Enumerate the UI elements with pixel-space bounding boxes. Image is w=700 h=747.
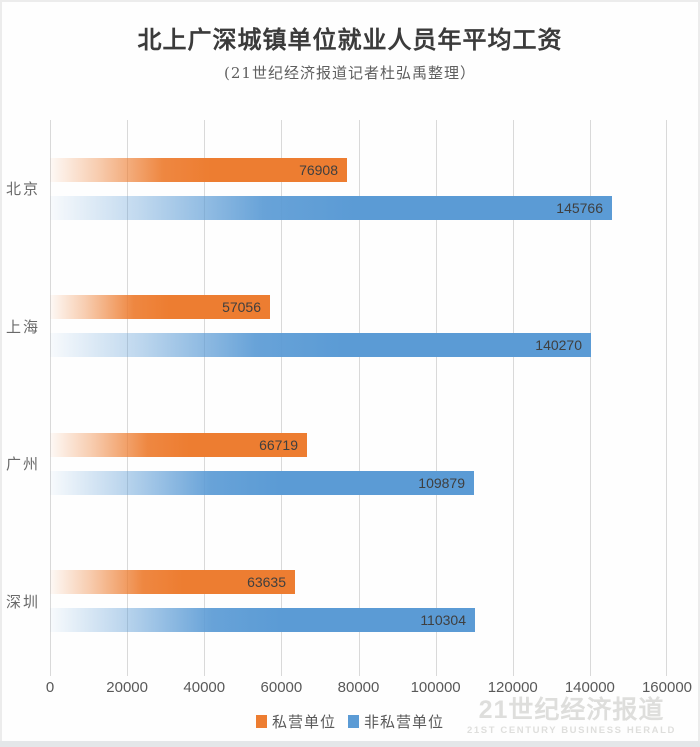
gridline-100000 — [435, 120, 437, 676]
gridline-20000 — [127, 120, 129, 676]
bar-nonprivate-4: 110304 — [50, 608, 475, 633]
bar-nonprivate-1: 145766 — [50, 195, 612, 220]
bar-group-4: 63635 110304 — [50, 533, 667, 671]
bottom-edge-strip — [0, 741, 700, 747]
category-label-1: 北京 — [5, 180, 40, 199]
bar-private-4: 63635 — [50, 570, 295, 595]
gridline-60000 — [281, 120, 283, 676]
category-label-3: 广州 — [5, 455, 40, 474]
chart-title: 北上广深城镇单位就业人员年平均工资 — [137, 25, 563, 54]
bar-group-2: 57056 140270 — [50, 258, 667, 396]
bar-private-1: 76908 — [50, 157, 347, 182]
chart-subtitle: (21世纪经济报道记者杜弘禹整理） — [224, 64, 476, 82]
gridline-0 — [50, 120, 51, 676]
bar-value-label: 140270 — [535, 337, 582, 354]
bar-value-label: 109879 — [418, 474, 465, 491]
bar-value-label: 145766 — [556, 199, 603, 216]
bar-value-label: 57056 — [222, 299, 261, 316]
y-axis-category-labels: 北京 上海 广州 深圳 — [0, 120, 42, 670]
chart-plot-area: 76908 145766 57056 140270 66719 109879 63635 11… — [50, 120, 667, 676]
category-label-2: 上海 — [5, 317, 40, 336]
legend-swatch-nonprivate — [348, 715, 359, 728]
category-label-4: 深圳 — [5, 592, 40, 611]
bar-private-2: 57056 — [50, 295, 270, 320]
chart-legend: 私营单位 非私营单位 — [0, 711, 700, 732]
x-tick-label-120000: 120000 — [487, 679, 538, 696]
bar-value-label: 66719 — [259, 436, 298, 453]
x-tick-label-140000: 140000 — [564, 679, 615, 696]
gridline-80000 — [358, 120, 360, 676]
bar-group-1: 76908 145766 — [50, 120, 667, 258]
x-tick-label-20000: 20000 — [106, 679, 148, 696]
x-tick-label-0: 0 — [45, 679, 55, 696]
x-tick-label-100000: 100000 — [410, 679, 461, 696]
bar-nonprivate-2: 140270 — [50, 333, 591, 358]
legend-label-nonprivate: 非私营单位 — [364, 713, 445, 731]
chart-header: 北上广深城镇单位就业人员年平均工资 (21世纪经济报道记者杜弘禹整理） — [0, 20, 700, 83]
gridline-140000 — [589, 120, 591, 676]
bar-value-label: 76908 — [299, 161, 338, 178]
x-tick-label-60000: 60000 — [260, 679, 303, 696]
bar-nonprivate-3: 109879 — [50, 470, 474, 495]
bar-group-3: 66719 109879 — [50, 395, 667, 533]
x-axis-tick-labels: 0 20000 40000 60000 80000 100000 120000 140000 1… — [46, 679, 692, 699]
gridline-120000 — [512, 120, 514, 676]
bar-value-label: 110304 — [420, 612, 466, 629]
bar-value-label: 63635 — [247, 574, 286, 591]
bar-private-3: 66719 — [50, 432, 307, 457]
legend-label-private: 私营单位 — [271, 713, 336, 731]
x-tick-label-80000: 80000 — [337, 679, 380, 696]
gridline-40000 — [204, 120, 206, 676]
legend-swatch-private — [255, 715, 267, 728]
legend-item-nonprivate: 非私营单位 — [348, 711, 444, 732]
legend-item-private: 私营单位 — [255, 711, 336, 732]
x-tick-label-40000: 40000 — [183, 679, 226, 696]
gridline-160000 — [666, 120, 667, 676]
x-tick-label-160000: 160000 — [641, 679, 693, 696]
